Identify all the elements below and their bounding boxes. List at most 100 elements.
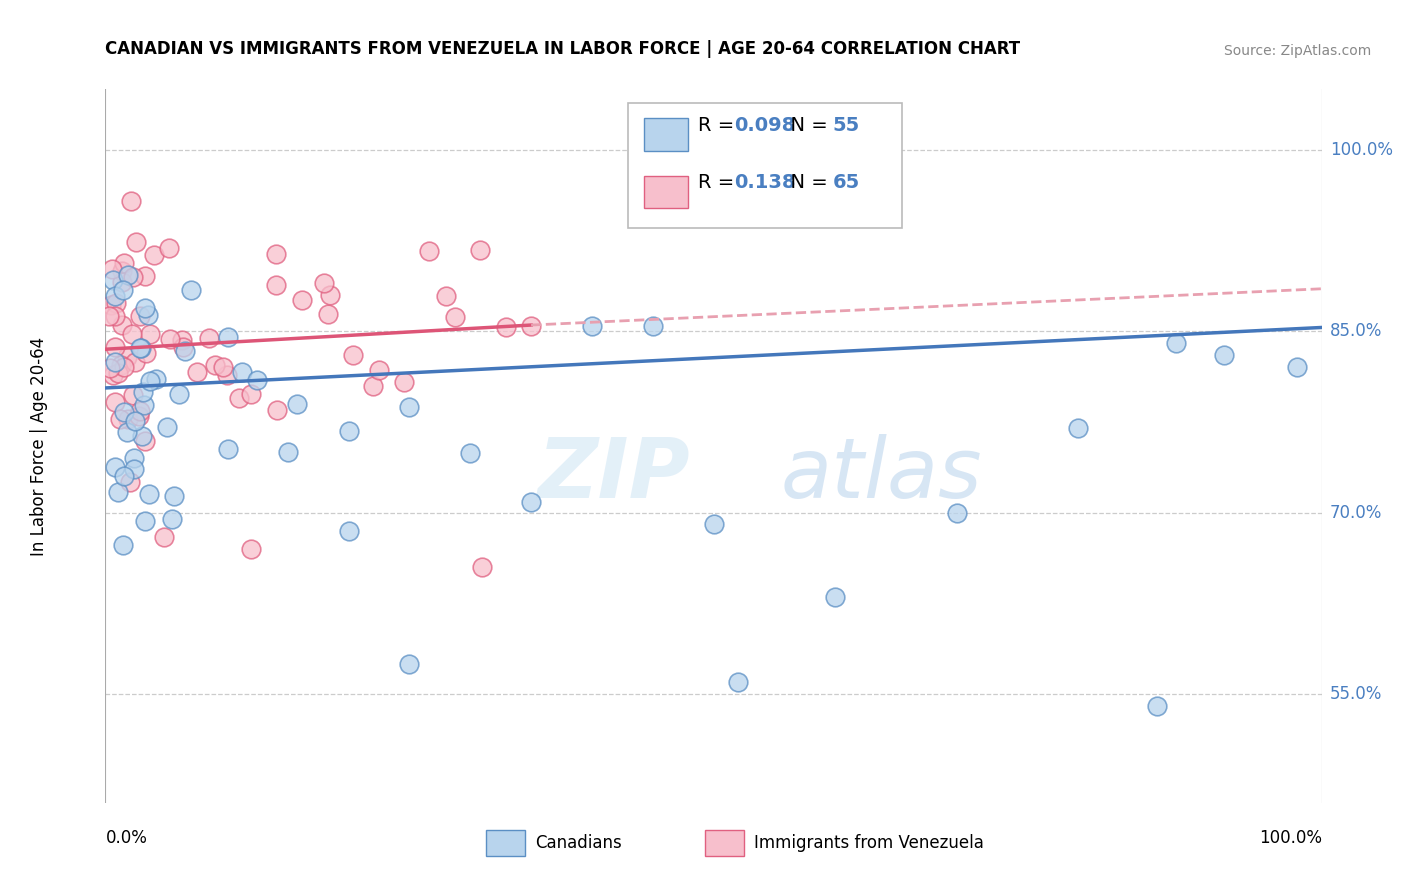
Point <box>157 241 180 255</box>
Point <box>122 270 145 285</box>
FancyBboxPatch shape <box>704 830 744 855</box>
Point <box>139 374 162 388</box>
Point <box>264 247 287 261</box>
Point <box>104 289 127 303</box>
Point <box>132 385 155 400</box>
Point <box>211 359 233 374</box>
Text: N =: N = <box>778 173 834 193</box>
Point <box>434 289 457 303</box>
Point <box>112 404 135 418</box>
Point <box>129 342 152 356</box>
Text: atlas: atlas <box>780 434 981 515</box>
Point <box>361 378 384 392</box>
Point <box>398 657 420 671</box>
Point <box>117 411 139 425</box>
Point <box>101 368 124 382</box>
Point <box>107 484 129 499</box>
Point <box>285 397 308 411</box>
Point <box>103 309 125 323</box>
Point <box>108 412 131 426</box>
Point <box>112 537 135 551</box>
Point <box>167 387 190 401</box>
Point <box>120 194 142 209</box>
Text: CANADIAN VS IMMIGRANTS FROM VENEZUELA IN LABOR FORCE | AGE 20-64 CORRELATION CHA: CANADIAN VS IMMIGRANTS FROM VENEZUELA IN… <box>105 40 1021 58</box>
Point <box>266 403 288 417</box>
Point <box>139 327 162 342</box>
Point <box>128 409 150 424</box>
FancyBboxPatch shape <box>644 176 688 209</box>
Point <box>122 451 145 466</box>
Point <box>104 340 127 354</box>
Text: 85.0%: 85.0% <box>1330 322 1382 340</box>
Point <box>458 446 481 460</box>
Point <box>1286 360 1309 375</box>
Point <box>824 590 846 604</box>
Point <box>172 333 194 347</box>
Point <box>124 355 146 369</box>
Point <box>316 307 339 321</box>
Point <box>111 283 134 297</box>
Point <box>702 517 725 532</box>
Point <box>104 459 127 474</box>
Point <box>337 425 360 439</box>
Point <box>111 264 134 278</box>
Text: Source: ZipAtlas.com: Source: ZipAtlas.com <box>1223 44 1371 58</box>
Point <box>240 541 263 556</box>
Point <box>319 287 342 301</box>
Point <box>398 401 420 415</box>
Text: 100.0%: 100.0% <box>1330 141 1393 159</box>
Point <box>115 425 138 439</box>
Point <box>217 442 239 456</box>
Point <box>367 363 389 377</box>
Point <box>418 244 440 258</box>
Point <box>217 329 239 343</box>
Point <box>495 319 517 334</box>
Text: 65: 65 <box>832 173 860 193</box>
Point <box>134 268 156 283</box>
Text: ZIP: ZIP <box>537 434 690 515</box>
Point <box>1067 421 1090 435</box>
Point <box>277 445 299 459</box>
Point <box>1213 348 1236 362</box>
Point <box>314 277 336 291</box>
Point <box>111 275 134 289</box>
Point <box>264 278 287 293</box>
Point <box>118 475 141 490</box>
Point <box>128 341 150 355</box>
FancyBboxPatch shape <box>486 830 524 855</box>
Point <box>104 394 127 409</box>
Point <box>337 524 360 538</box>
Point <box>101 262 124 277</box>
Point <box>641 319 664 334</box>
Point <box>129 310 152 324</box>
Text: 0.0%: 0.0% <box>105 830 148 847</box>
Point <box>107 366 129 380</box>
Point <box>666 143 689 157</box>
Point <box>131 429 153 443</box>
Point <box>112 256 135 270</box>
Point <box>117 351 139 365</box>
Point <box>100 297 122 311</box>
Text: Immigrants from Venezuela: Immigrants from Venezuela <box>754 834 984 852</box>
Point <box>145 372 167 386</box>
Point <box>121 326 143 341</box>
Point <box>520 319 543 334</box>
Text: 70.0%: 70.0% <box>1330 503 1382 522</box>
Point <box>117 268 139 282</box>
Point <box>1164 336 1187 351</box>
Point <box>240 387 263 401</box>
Point <box>104 355 127 369</box>
Text: 55.0%: 55.0% <box>1330 685 1382 703</box>
Point <box>101 272 124 286</box>
Point <box>945 506 967 520</box>
FancyBboxPatch shape <box>644 119 688 152</box>
FancyBboxPatch shape <box>628 103 903 228</box>
Point <box>231 365 253 379</box>
Point <box>204 358 226 372</box>
Text: 0.098: 0.098 <box>734 116 796 135</box>
Point <box>174 344 197 359</box>
Point <box>110 358 132 372</box>
Point <box>122 388 145 402</box>
Point <box>153 530 176 544</box>
Point <box>246 373 269 387</box>
